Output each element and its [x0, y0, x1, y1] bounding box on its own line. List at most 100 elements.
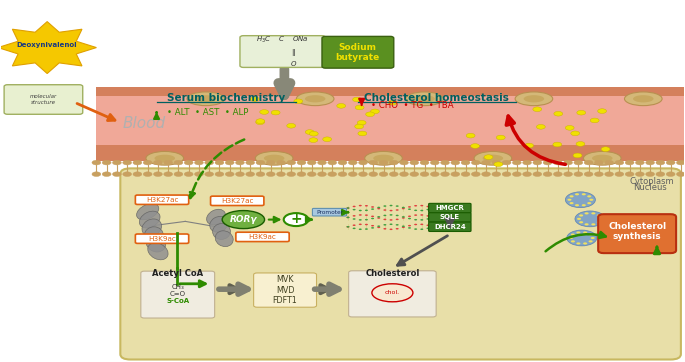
Circle shape	[153, 172, 162, 177]
Circle shape	[574, 172, 583, 177]
Circle shape	[512, 160, 521, 165]
Text: S-CoA: S-CoA	[166, 298, 189, 304]
Circle shape	[564, 160, 573, 165]
Circle shape	[112, 160, 121, 165]
Circle shape	[577, 110, 586, 115]
Circle shape	[427, 206, 429, 207]
Circle shape	[399, 160, 408, 165]
Circle shape	[421, 219, 423, 221]
Text: H3K9ac: H3K9ac	[249, 234, 277, 240]
Circle shape	[164, 172, 173, 177]
Ellipse shape	[136, 203, 159, 220]
Circle shape	[646, 160, 655, 165]
Circle shape	[408, 215, 411, 217]
Circle shape	[384, 209, 386, 211]
Circle shape	[371, 109, 379, 114]
Circle shape	[576, 243, 580, 245]
Circle shape	[408, 209, 411, 210]
Ellipse shape	[148, 243, 168, 260]
Circle shape	[256, 172, 265, 177]
Circle shape	[369, 160, 377, 165]
Circle shape	[569, 237, 573, 239]
Text: H3K27ac: H3K27ac	[146, 197, 178, 203]
Ellipse shape	[210, 216, 228, 232]
Circle shape	[347, 216, 349, 218]
Circle shape	[597, 221, 601, 223]
Circle shape	[287, 160, 296, 165]
Text: C=O: C=O	[170, 291, 186, 296]
Circle shape	[377, 217, 380, 219]
Circle shape	[576, 231, 580, 233]
Ellipse shape	[364, 151, 402, 165]
Circle shape	[583, 231, 587, 233]
Circle shape	[353, 206, 356, 207]
Circle shape	[225, 160, 234, 165]
Ellipse shape	[145, 227, 164, 244]
Circle shape	[533, 160, 542, 165]
Circle shape	[153, 160, 162, 165]
Circle shape	[256, 120, 264, 125]
Text: HMGCR: HMGCR	[436, 205, 464, 211]
Circle shape	[359, 219, 362, 221]
Circle shape	[379, 160, 388, 165]
Circle shape	[591, 212, 595, 214]
Circle shape	[590, 237, 595, 239]
Circle shape	[567, 199, 571, 201]
Circle shape	[371, 225, 374, 227]
Circle shape	[615, 172, 624, 177]
Circle shape	[356, 105, 364, 110]
Circle shape	[365, 219, 368, 220]
Ellipse shape	[523, 95, 544, 102]
Circle shape	[512, 172, 521, 177]
Circle shape	[421, 210, 423, 211]
Circle shape	[133, 172, 142, 177]
Circle shape	[384, 215, 386, 216]
Circle shape	[636, 160, 645, 165]
Circle shape	[553, 142, 562, 147]
Ellipse shape	[297, 92, 334, 106]
Ellipse shape	[406, 92, 443, 106]
Circle shape	[266, 172, 275, 177]
Text: MVK
MVD
FDFT1: MVK MVD FDFT1	[273, 275, 297, 305]
Ellipse shape	[212, 224, 230, 239]
Circle shape	[575, 204, 579, 206]
Circle shape	[466, 133, 475, 138]
Text: Cholesterol: Cholesterol	[365, 269, 420, 278]
Circle shape	[174, 172, 183, 177]
Circle shape	[143, 172, 152, 177]
Ellipse shape	[414, 95, 435, 102]
Circle shape	[297, 160, 306, 165]
Circle shape	[396, 215, 399, 216]
Circle shape	[396, 228, 399, 230]
Polygon shape	[0, 22, 97, 73]
Circle shape	[195, 172, 203, 177]
Circle shape	[357, 121, 366, 125]
FancyBboxPatch shape	[4, 85, 83, 114]
Circle shape	[533, 172, 542, 177]
Circle shape	[271, 110, 280, 115]
Circle shape	[584, 172, 593, 177]
Ellipse shape	[515, 92, 553, 106]
Circle shape	[365, 224, 368, 225]
Circle shape	[584, 160, 593, 165]
Text: chol.: chol.	[385, 290, 400, 295]
Circle shape	[396, 224, 399, 226]
Circle shape	[414, 224, 417, 225]
Circle shape	[377, 216, 380, 218]
Text: • CHO  • TG  • TBA: • CHO • TG • TBA	[371, 101, 454, 110]
Circle shape	[358, 160, 367, 165]
Circle shape	[390, 228, 393, 230]
Circle shape	[427, 215, 429, 217]
Circle shape	[410, 172, 419, 177]
Circle shape	[579, 221, 583, 223]
Circle shape	[359, 214, 362, 216]
Circle shape	[112, 172, 121, 177]
Circle shape	[377, 207, 380, 208]
Ellipse shape	[625, 92, 662, 106]
Ellipse shape	[222, 211, 264, 228]
Circle shape	[590, 118, 599, 123]
Circle shape	[588, 240, 593, 243]
Circle shape	[92, 172, 101, 177]
Circle shape	[414, 210, 417, 211]
Circle shape	[410, 160, 419, 165]
